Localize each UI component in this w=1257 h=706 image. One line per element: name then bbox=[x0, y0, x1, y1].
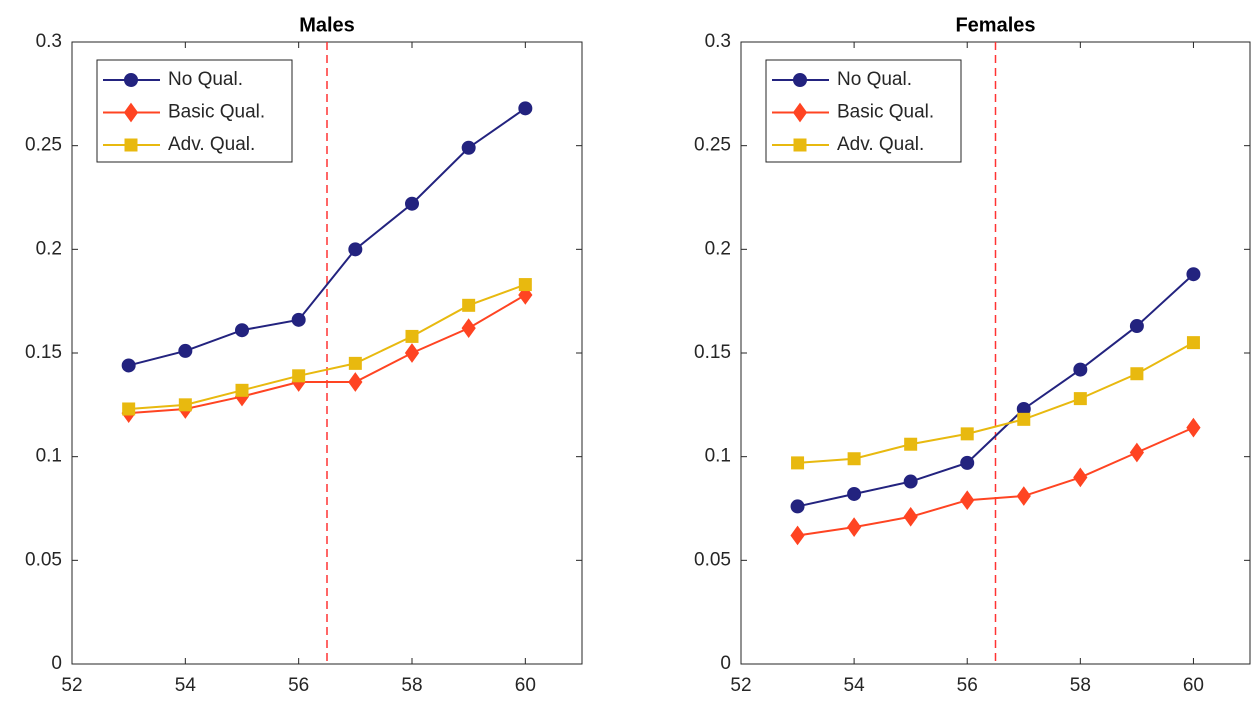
data-point bbox=[791, 456, 805, 470]
x-tick-label: 54 bbox=[844, 675, 866, 696]
series-line bbox=[797, 273, 1195, 508]
series-line bbox=[128, 294, 526, 415]
data-point bbox=[518, 278, 532, 292]
legend-marker bbox=[792, 102, 808, 123]
data-point bbox=[122, 402, 136, 416]
x-tick-label: 60 bbox=[515, 675, 536, 696]
y-tick-label: 0.25 bbox=[25, 135, 62, 156]
data-point bbox=[1186, 417, 1201, 438]
series-line bbox=[797, 341, 1194, 464]
legend-marker bbox=[123, 102, 139, 123]
legend-marker bbox=[124, 73, 138, 87]
legend-marker bbox=[124, 138, 138, 152]
data-point bbox=[291, 312, 306, 327]
data-point bbox=[1129, 442, 1145, 463]
y-tick-label: 0 bbox=[51, 653, 62, 674]
data-point bbox=[904, 437, 918, 451]
x-tick-label: 52 bbox=[61, 675, 82, 696]
y-tick-label: 0.25 bbox=[694, 135, 731, 156]
data-point bbox=[405, 196, 419, 211]
series-line bbox=[797, 426, 1194, 537]
data-point bbox=[462, 298, 476, 312]
y-tick-label: 0.2 bbox=[705, 238, 731, 259]
chart-title: Females bbox=[955, 14, 1035, 36]
data-point bbox=[1130, 367, 1144, 381]
data-point bbox=[960, 490, 975, 511]
data-point bbox=[960, 427, 974, 441]
series-line bbox=[128, 283, 526, 410]
series-line bbox=[128, 107, 526, 367]
x-tick-label: 56 bbox=[957, 675, 978, 696]
legend-marker bbox=[793, 73, 807, 87]
y-tick-label: 0.05 bbox=[694, 549, 731, 570]
data-point bbox=[847, 486, 862, 501]
y-tick-label: 0.05 bbox=[25, 549, 62, 570]
data-point bbox=[903, 506, 918, 527]
data-point bbox=[790, 525, 805, 546]
data-point bbox=[1073, 362, 1088, 377]
data-point bbox=[292, 369, 306, 383]
legend-label: No Qual. bbox=[168, 69, 243, 90]
data-point bbox=[790, 499, 805, 514]
legend-label: Basic Qual. bbox=[837, 102, 934, 123]
data-point bbox=[1017, 412, 1031, 426]
data-point bbox=[1186, 336, 1200, 350]
x-tick-label: 60 bbox=[1183, 675, 1204, 696]
data-point bbox=[1073, 467, 1088, 488]
data-point bbox=[178, 398, 192, 412]
data-point bbox=[903, 474, 918, 489]
data-point bbox=[348, 242, 363, 257]
data-point bbox=[1073, 392, 1087, 406]
x-tick-label: 54 bbox=[175, 675, 197, 696]
data-point bbox=[235, 323, 249, 338]
data-point bbox=[121, 358, 136, 373]
legend-label: Adv. Qual. bbox=[837, 134, 924, 155]
data-point bbox=[847, 452, 861, 466]
data-point bbox=[518, 101, 533, 116]
data-point bbox=[348, 356, 362, 370]
y-tick-label: 0.15 bbox=[25, 342, 62, 363]
data-point bbox=[461, 318, 476, 338]
legend-marker bbox=[793, 138, 807, 152]
data-point bbox=[1186, 267, 1201, 282]
data-point bbox=[960, 455, 975, 470]
x-tick-label: 58 bbox=[1070, 675, 1091, 696]
y-tick-label: 0.2 bbox=[36, 238, 62, 259]
data-point bbox=[404, 343, 420, 363]
data-point bbox=[461, 140, 476, 155]
legend-label: No Qual. bbox=[837, 69, 912, 90]
data-point bbox=[178, 343, 193, 358]
data-point bbox=[1016, 486, 1031, 506]
x-tick-label: 56 bbox=[288, 675, 309, 696]
data-point bbox=[846, 517, 862, 538]
chart-title: Males bbox=[299, 14, 355, 36]
y-tick-label: 0.3 bbox=[705, 31, 731, 52]
x-tick-label: 52 bbox=[730, 675, 751, 696]
legend-label: Basic Qual. bbox=[168, 102, 265, 123]
y-tick-label: 0.1 bbox=[705, 446, 731, 467]
data-point bbox=[405, 329, 419, 343]
x-tick-label: 58 bbox=[401, 675, 422, 696]
legend-label: Adv. Qual. bbox=[168, 134, 255, 155]
y-tick-label: 0.3 bbox=[36, 31, 62, 52]
y-tick-label: 0.1 bbox=[36, 446, 62, 467]
data-point bbox=[235, 383, 249, 397]
data-point bbox=[1129, 319, 1144, 334]
y-tick-label: 0.15 bbox=[694, 342, 731, 363]
y-tick-label: 0 bbox=[720, 653, 731, 674]
data-point bbox=[348, 372, 363, 392]
